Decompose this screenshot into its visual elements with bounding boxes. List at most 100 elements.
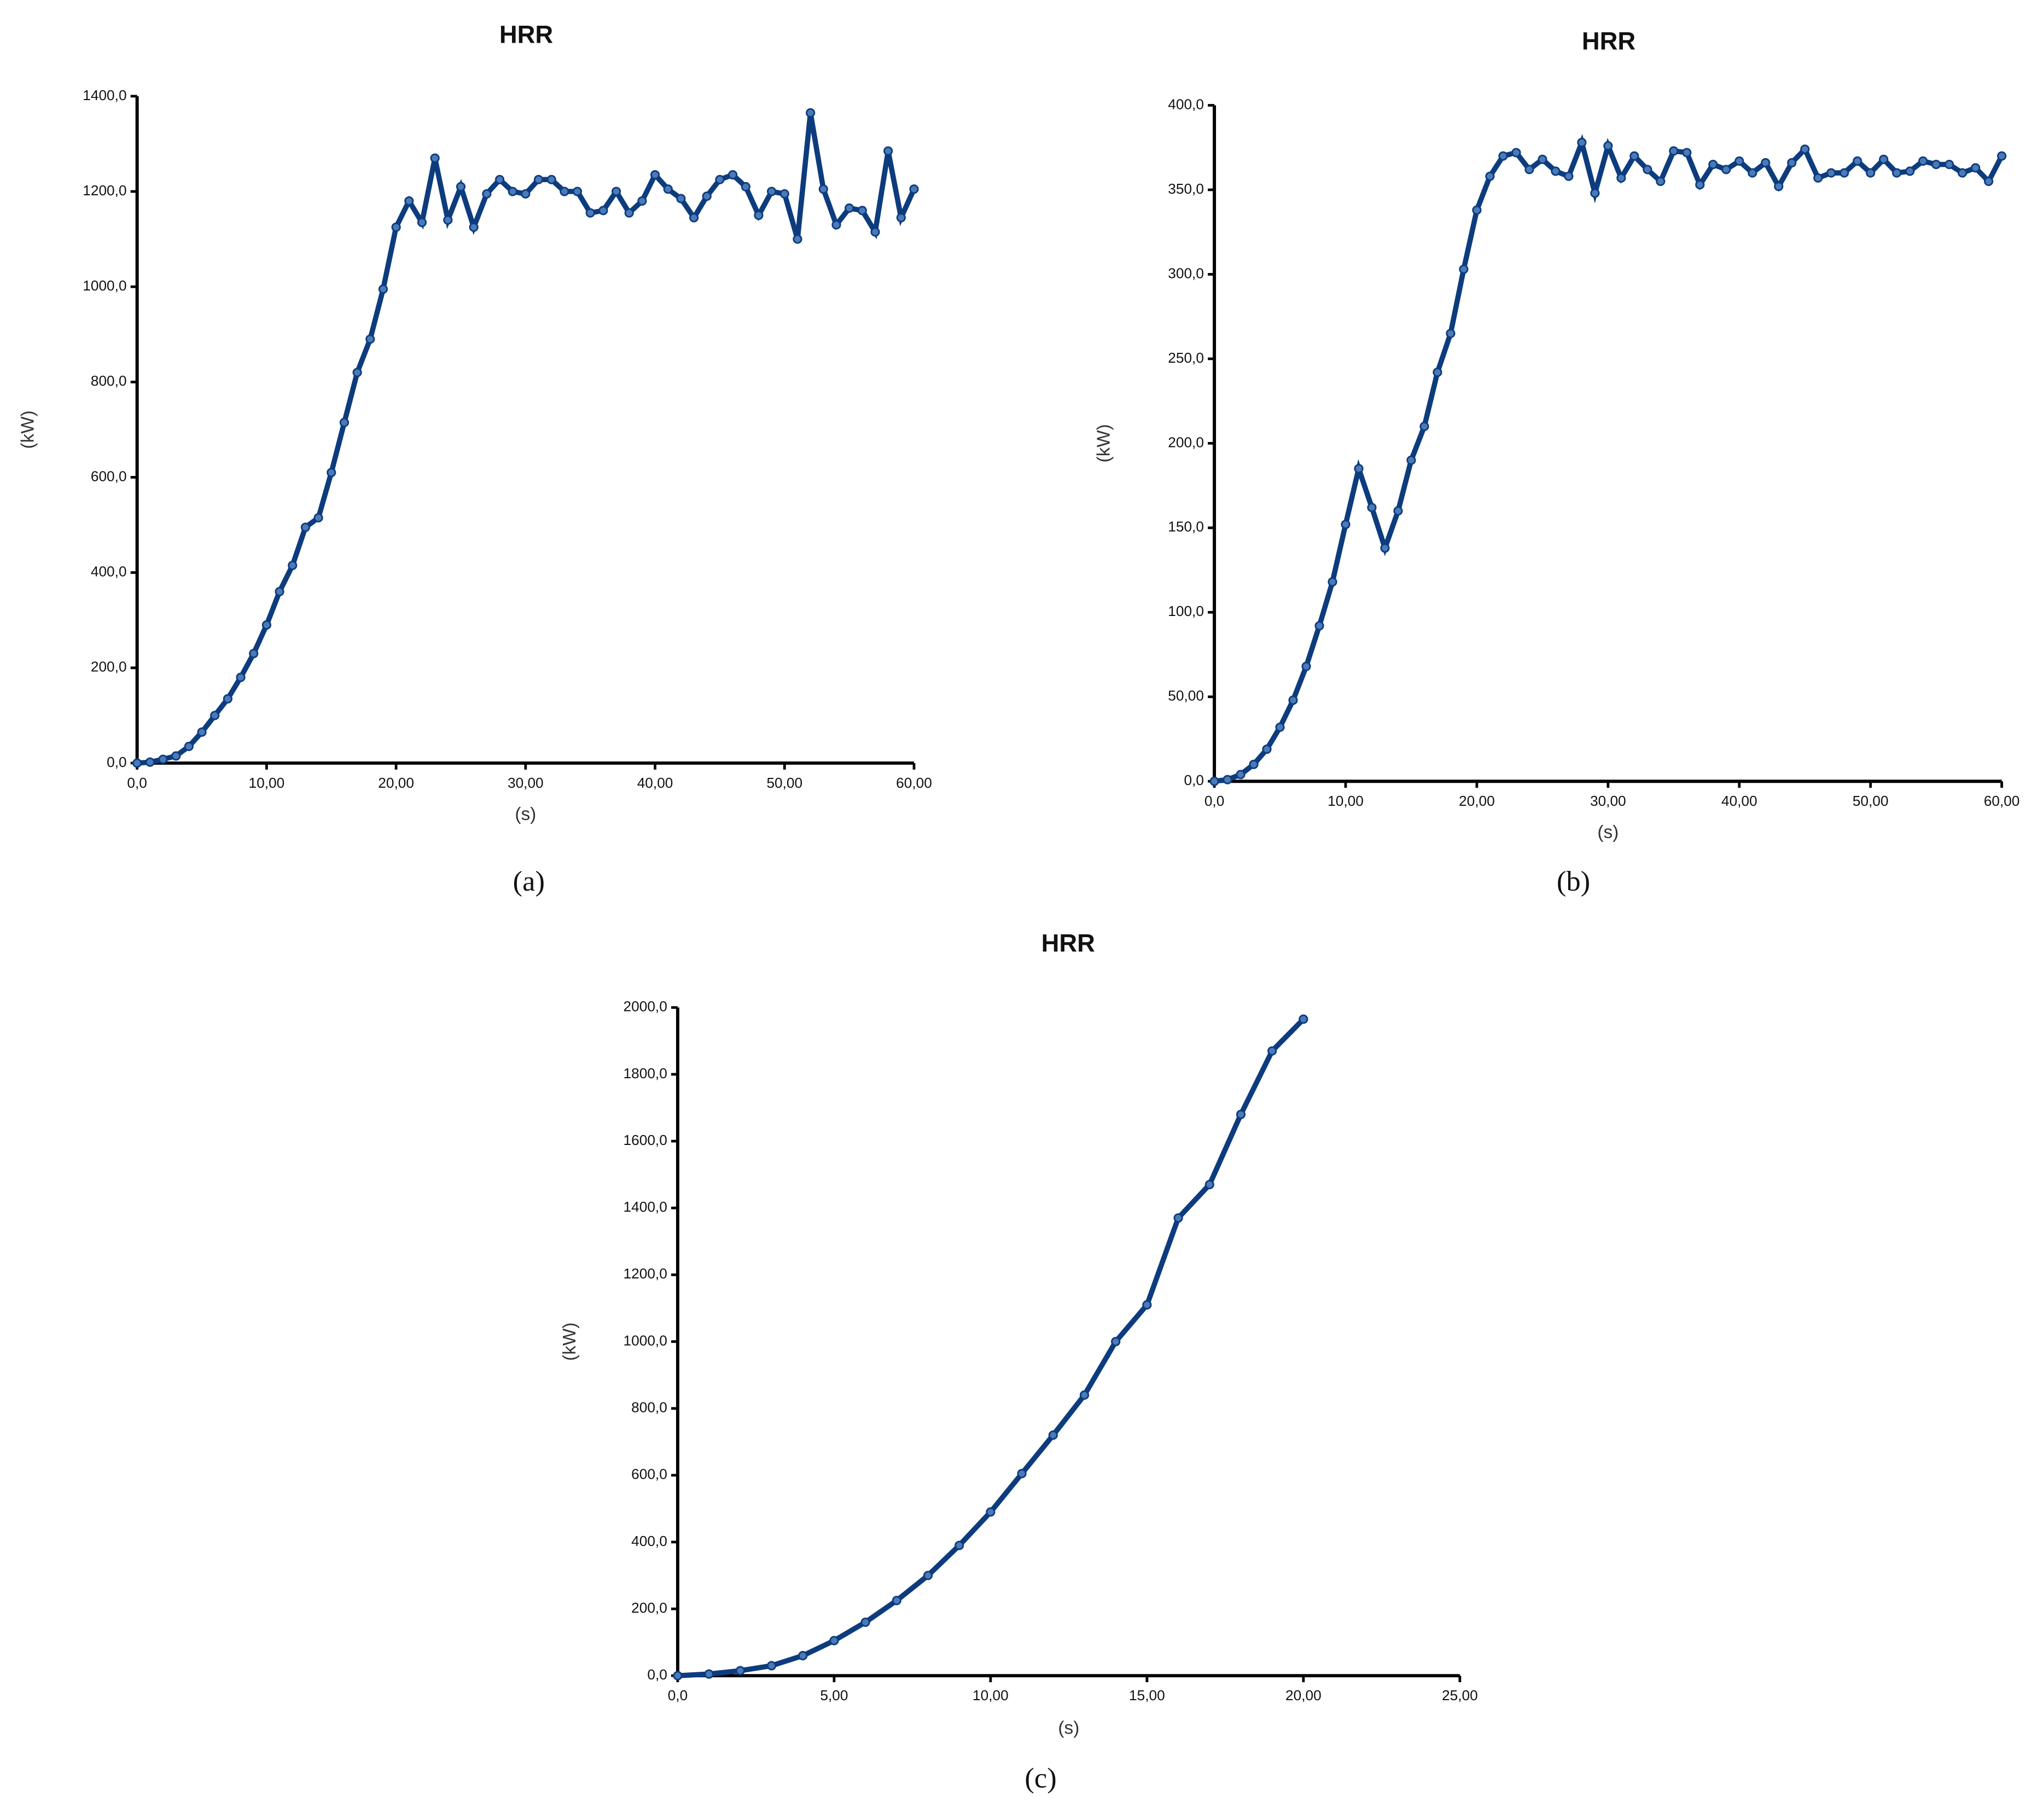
data-point [1656,176,1666,187]
data-point [236,672,246,682]
panel-caption: (b) [1557,865,1590,897]
data-point [1944,160,1954,170]
y-tick-label: 200,0 [91,659,127,675]
data-point [598,206,608,216]
data-point [1314,621,1324,631]
y-tick-label: 250,0 [1168,350,1204,366]
data-point [1142,1300,1152,1310]
data-point [1813,173,1823,183]
data-point [883,146,893,156]
data-point [1905,166,1915,176]
data-point [300,522,310,532]
data-point [249,649,259,659]
data-point [521,189,531,199]
data-point [1577,137,1587,148]
data-point [1173,1213,1183,1223]
data-point [223,694,232,703]
data-point [650,170,660,180]
data-point [560,187,569,196]
data-point [1459,264,1469,274]
x-tick-label: 60,00 [896,775,932,791]
data-point [1236,770,1246,780]
data-point [1367,503,1377,513]
data-point [494,175,505,184]
data-point [798,1651,808,1661]
data-point [986,1507,996,1517]
data-point [779,189,789,199]
data-point [1840,168,1849,178]
data-point [1433,368,1442,377]
data-point [585,208,595,218]
data-point [1748,168,1757,178]
data-point [1551,166,1561,176]
data-point [793,234,802,244]
y-tick-label: 100,0 [1168,603,1204,619]
data-point [184,741,194,752]
y-tick-label: 2000,0 [624,998,667,1015]
y-tick-label: 400,0 [631,1533,667,1549]
data-point [689,213,699,223]
chart: HRR (s) (kW) (b) 0,0 50,00 100,0 150,0 200,0 250,… [1093,27,2019,897]
data-point [818,184,828,194]
data-point [892,1596,901,1606]
y-tick-label: 0,0 [107,754,126,770]
chart: HRR (s) (kW) (c) 0,0 200,0 400,0 600,0 800,0 1000… [560,929,1478,1794]
data-point [158,754,168,764]
data-point [741,182,750,191]
y-tick-label: 50,00 [1168,688,1204,704]
data-point [611,187,621,196]
chart-title: HRR [1582,27,1636,55]
data-point [404,196,414,206]
data-point [261,620,271,630]
data-point [430,153,440,163]
data-point [735,1666,745,1676]
data-point [1761,158,1771,168]
panel-caption: (a) [513,865,545,897]
data-point [806,108,816,118]
y-tick-label: 600,0 [91,468,127,484]
data-point [1853,156,1863,166]
chart: HRR (s) (kW) (a) 0,0 200,0 400,0 600,0 800,0 1000… [18,21,932,897]
data-point [1017,1469,1027,1479]
y-tick-label: 1600,0 [624,1132,667,1148]
y-axis-label: (kW) [1093,424,1114,462]
data-point [1957,168,1968,178]
data-point [508,187,517,196]
data-point [1498,151,1508,161]
x-tick-label: 15,00 [1129,1687,1165,1703]
data-line [137,112,917,766]
data-point [1983,176,1994,187]
x-tick-label: 30,00 [508,775,544,791]
data-point [1393,506,1403,516]
y-tick-label: 800,0 [631,1399,667,1416]
data-point [1511,148,1521,158]
data-point [132,758,142,768]
data-point [860,1617,870,1627]
y-tick-label: 800,0 [91,373,127,389]
data-point [275,586,284,597]
data-point [715,175,725,184]
data-point [1892,168,1902,178]
data-point [1299,1014,1308,1024]
y-tick-label: 600,0 [631,1466,667,1482]
data-point [1590,188,1600,198]
data-point [1774,182,1784,191]
x-tick-label: 0,0 [668,1687,688,1703]
data-point [624,208,634,218]
data-point [482,189,492,199]
data-point [1262,744,1272,754]
data-point [1419,421,1429,432]
chart-title: HRR [499,21,553,49]
data-point [1446,328,1456,339]
data-point [870,227,880,237]
data-point [1564,171,1574,181]
data-point [352,368,362,377]
data-point [1538,154,1547,164]
x-tick-label: 25,00 [1442,1687,1478,1703]
data-point [546,175,556,184]
data-point [1111,1336,1121,1347]
y-tick-label: 1400,0 [624,1199,667,1215]
y-tick-label: 1000,0 [83,277,126,294]
data-point [728,170,738,180]
